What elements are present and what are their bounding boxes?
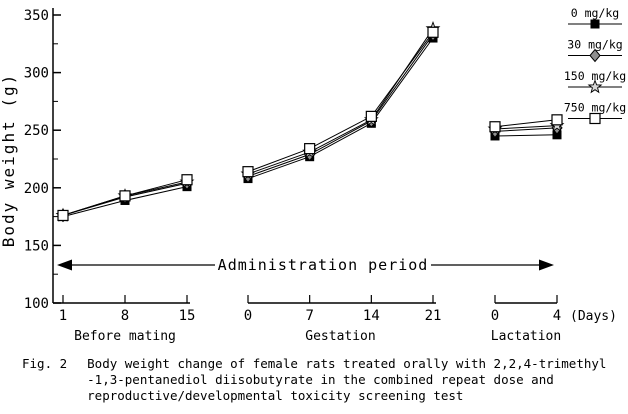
x-axis-group-label: Before mating: [74, 329, 176, 344]
arrowhead-left: [57, 259, 72, 271]
marker-open-square: [119, 190, 131, 202]
x-axis-gestation: 0 7 14 21 Gestation: [244, 295, 442, 344]
marker-open-square: [365, 110, 377, 122]
y-tick-label: 150: [24, 238, 49, 254]
y-tick-label: 350: [24, 8, 49, 24]
series-line-150-mg-kg: [62, 28, 558, 216]
caption-line: -1,3-pentanediol diisobutyrate in the co…: [87, 372, 554, 387]
figure-caption: Fig. 2 Body weight change of female rats…: [22, 356, 606, 404]
series-markers-750-mg-kg: [57, 26, 563, 222]
legend-item-750-mg-kg: 750 mg/kg: [564, 101, 626, 125]
marker-open-square: [304, 143, 316, 155]
x-axis-group-label: Lactation: [491, 329, 561, 344]
marker-open-square: [242, 166, 254, 178]
x-tick-label: 15: [179, 308, 196, 324]
marker-filled-square: [590, 19, 600, 29]
series-markers-150-mg-kg: [55, 21, 565, 222]
x-axis-lactation: 0 4 Lactation: [491, 295, 561, 344]
arrowhead-right: [539, 259, 554, 271]
marker-open-square: [427, 26, 439, 38]
series-line-750-mg-kg: [62, 32, 558, 216]
series-markers-0-mg-kg: [58, 33, 562, 222]
marker-open-square: [57, 209, 69, 222]
legend-label: 30 mg/kg: [567, 38, 622, 52]
marker-gray-star: [587, 79, 603, 94]
legend-label: 750 mg/kg: [564, 101, 626, 115]
y-tick-label: 100: [24, 296, 49, 312]
marker-open-square: [589, 112, 601, 125]
x-tick-label: 0: [244, 308, 252, 324]
series-markers-30-mg-kg: [57, 27, 563, 223]
y-tick-label: 250: [24, 123, 49, 139]
series-line-0-mg-kg: [62, 37, 558, 218]
y-axis: 100 150 200 250 300 350 Body weight (g): [0, 8, 61, 312]
caption-line: Body weight change of female rats treate…: [87, 356, 607, 371]
x-axis-group-label: Gestation: [305, 329, 375, 344]
marker-filled-square: [552, 130, 562, 140]
marker-open-square: [489, 121, 501, 133]
x-tick-label: 1: [59, 308, 67, 324]
legend-label: 0 mg/kg: [571, 6, 619, 20]
annotation-label: Administration period: [218, 256, 429, 274]
caption-text: Body weight change of female rats treate…: [87, 356, 606, 404]
legend-item-30-mg-kg: 30 mg/kg: [567, 38, 623, 63]
y-tick-label: 300: [24, 66, 49, 82]
y-tick-label: 200: [24, 181, 49, 197]
series-line-30-mg-kg: [62, 34, 558, 216]
caption-line: reproductive/developmental toxicity scre…: [87, 388, 464, 403]
body-weight-line-chart: 100 150 200 250 300 350 Body weight (g) 1 8 15Bef…: [0, 6, 626, 344]
x-tick-label: 0: [491, 308, 499, 324]
marker-open-square: [551, 114, 563, 126]
x-tick-label: 14: [363, 308, 380, 324]
marker-gray-diamond: [589, 48, 601, 63]
marker-open-square: [181, 174, 193, 186]
x-units-label: (Days): [570, 309, 617, 324]
x-tick-label: 7: [305, 308, 313, 324]
figure-number: Fig. 2: [22, 356, 68, 371]
administration-period-annotation: Administration period: [57, 256, 554, 274]
legend-label: 150 mg/kg: [564, 69, 626, 83]
legend-item-150-mg-kg: 150 mg/kg: [564, 69, 626, 94]
legend-item-0-mg-kg: 0 mg/kg: [568, 6, 622, 29]
x-tick-label: 21: [425, 308, 442, 324]
y-axis-title: Body weight (g): [0, 73, 18, 248]
legend: 0 mg/kg 30 mg/kg 150 mg/kg 750 mg/kg: [564, 6, 626, 125]
x-tick-label: 4: [553, 308, 561, 324]
x-tick-label: 8: [121, 308, 129, 324]
